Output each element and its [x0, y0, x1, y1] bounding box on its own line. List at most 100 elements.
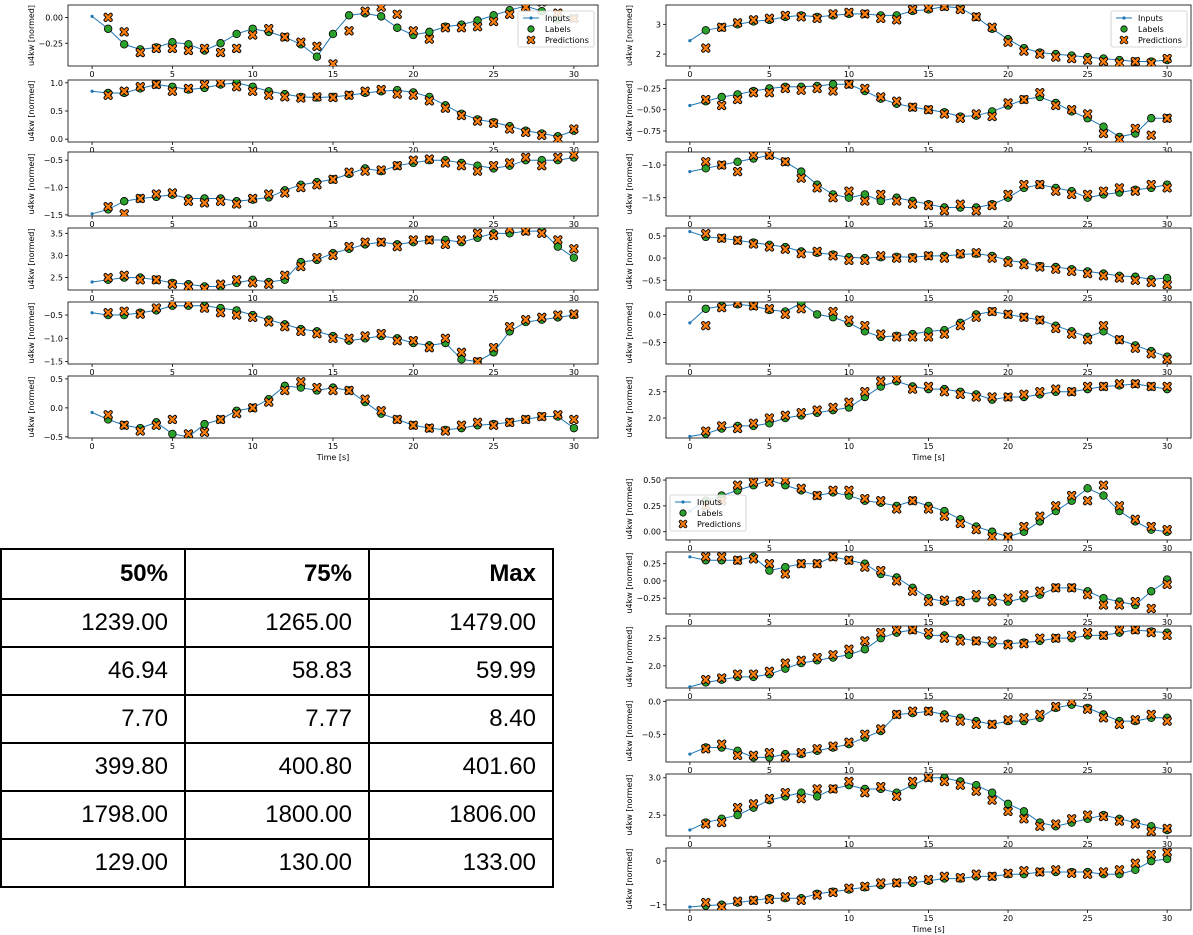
prediction-point [939, 253, 950, 263]
prediction-point [376, 237, 386, 247]
prediction-point [167, 188, 177, 198]
prediction-point [376, 165, 386, 175]
plot-area [90, 302, 579, 364]
prediction-point [1003, 257, 1013, 268]
y-axis-label: u4kw [normed] [625, 626, 634, 687]
x-tick-label: 10 [844, 70, 854, 79]
plot-area [688, 5, 1172, 66]
prediction-point [844, 186, 854, 196]
prediction-point [1051, 583, 1061, 593]
x-tick-label: 15 [923, 146, 933, 155]
inputs-point [90, 212, 94, 216]
prediction-point [1035, 511, 1045, 521]
label-point [344, 11, 354, 20]
prediction-point [701, 675, 711, 685]
x-tick-label: 30 [1162, 692, 1172, 701]
x-tick-label: 0 [687, 146, 692, 155]
prediction-point [717, 739, 727, 749]
prediction-point [876, 329, 886, 339]
prediction-point [717, 303, 727, 313]
y-tick-label: 2 [656, 50, 661, 59]
prediction-point [1003, 532, 1013, 540]
x-tick-label: 0 [90, 146, 95, 155]
x-tick-label: 20 [1003, 766, 1013, 775]
prediction-point [828, 552, 838, 562]
prediction-point [360, 331, 370, 341]
prediction-point [167, 86, 177, 96]
prediction-point [1130, 858, 1140, 868]
prediction-point [1051, 52, 1061, 62]
x-tick-label: 20 [1003, 368, 1013, 377]
prediction-point [1146, 349, 1156, 359]
inputs-point [90, 14, 94, 18]
x-tick-label: 0 [687, 220, 692, 229]
prediction-point [748, 152, 759, 160]
prediction-point [971, 248, 981, 258]
x-tick-label: 0 [90, 442, 95, 451]
y-tick-label: 2.0 [648, 662, 661, 671]
prediction-point [748, 239, 759, 249]
x-tick-label: 30 [1162, 146, 1172, 155]
prediction-point [923, 874, 934, 885]
prediction-point [701, 552, 711, 562]
label-point [457, 355, 466, 364]
prediction-point [280, 32, 290, 42]
prediction-point [119, 86, 129, 96]
prediction-point [537, 130, 547, 140]
prediction-point [780, 788, 790, 798]
prediction-point [472, 22, 483, 32]
legend: Inputs Labels Predictions [517, 10, 595, 48]
prediction-point [717, 421, 727, 431]
table-cell: 8.40 [368, 694, 554, 744]
prediction-point [167, 279, 177, 289]
prediction-point [1162, 354, 1172, 364]
prediction-point [456, 23, 467, 33]
prediction-point [892, 626, 902, 635]
y-tick-label: 0.25 [643, 502, 661, 511]
y-tick-label: −0.5 [642, 276, 661, 285]
x-tick-label: 0 [90, 220, 95, 229]
x-tick-label: 30 [1162, 220, 1172, 229]
x-tick-label: 10 [844, 840, 854, 849]
prediction-point [1035, 262, 1045, 272]
x-tick-label: 0 [687, 294, 692, 303]
prediction-point [199, 303, 210, 313]
prediction-point [1146, 277, 1156, 288]
subplot: 0 5 10 15 20 25 30 2.0 2.5 u4kw [normed] Time [s] [625, 375, 1192, 462]
x-tick-label: 25 [1082, 220, 1092, 229]
prediction-point [440, 23, 451, 33]
legend-predictions-marker [1119, 35, 1129, 45]
x-tick-label: 25 [1082, 70, 1092, 79]
prediction-point [1019, 312, 1029, 322]
prediction-point [1098, 271, 1109, 281]
prediction-point [732, 669, 743, 679]
prediction-point [328, 92, 338, 103]
prediction-point [151, 43, 161, 54]
prediction-point [1019, 180, 1029, 190]
prediction-point [844, 397, 854, 407]
x-tick-label: 5 [170, 70, 175, 79]
prediction-point [828, 306, 838, 317]
prediction-point [987, 306, 997, 317]
prediction-point [264, 189, 274, 199]
prediction-point [248, 403, 258, 413]
y-axis-label: u4kw [normed] [625, 848, 634, 909]
prediction-point [987, 636, 997, 646]
prediction-point [1051, 865, 1061, 875]
subplot: 0 5 10 15 20 25 30 −0.5 0.0 u4kw [normed] [625, 697, 1192, 775]
plot-area [90, 377, 579, 438]
prediction-point [1019, 260, 1029, 270]
prediction-point [296, 182, 306, 193]
prediction-point [971, 869, 981, 879]
prediction-point [1114, 58, 1125, 66]
header-max: Max [368, 548, 554, 600]
prediction-point [876, 566, 886, 576]
prediction-point [812, 246, 822, 257]
prediction-point [1162, 579, 1172, 589]
prediction-point [183, 302, 194, 308]
prediction-point [780, 658, 790, 668]
label-point [232, 29, 241, 39]
label-point [376, 12, 386, 21]
prediction-point [828, 402, 838, 413]
prediction-point [328, 250, 338, 261]
